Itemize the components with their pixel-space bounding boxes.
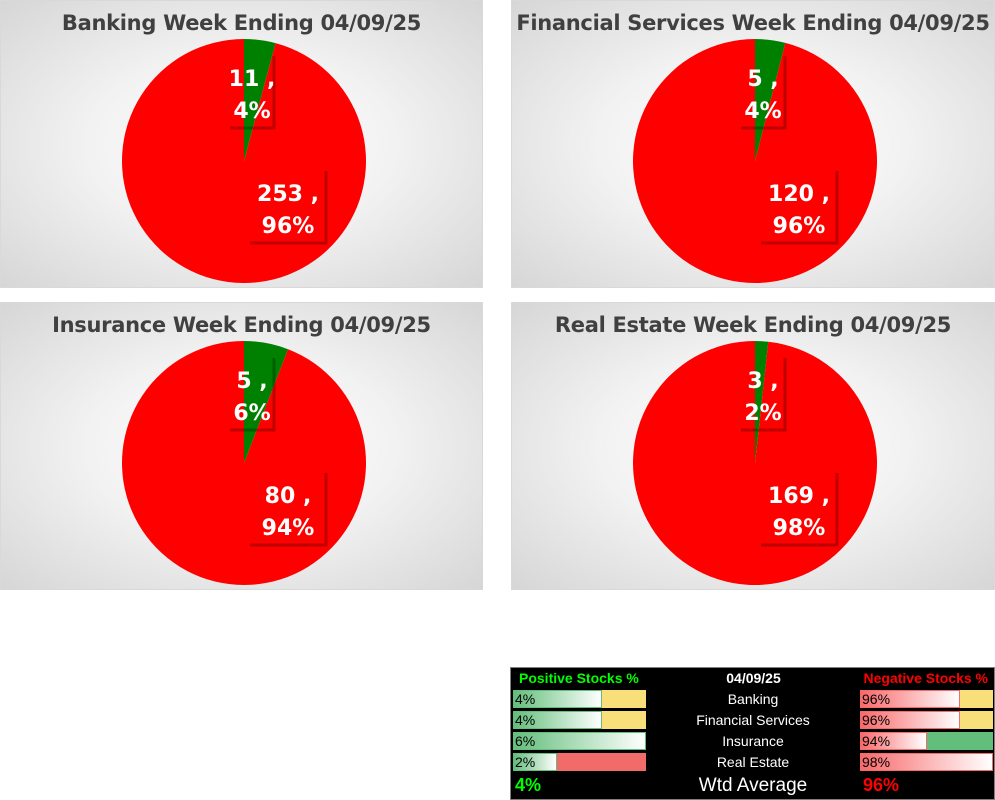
- positive-cell: 2%: [513, 753, 646, 771]
- chart-title: Banking Week Ending 04/09/25: [61, 11, 422, 35]
- data-label-negative: 253 , 96%: [250, 171, 328, 245]
- data-label-count: 3 ,: [747, 369, 778, 394]
- data-label-positive: 11 , 4%: [229, 56, 276, 130]
- negative-cell: 96%: [860, 711, 993, 729]
- positive-cell: 4%: [513, 711, 646, 729]
- average-label: Wtd Average: [698, 775, 808, 796]
- data-label-count: 120 ,: [768, 182, 830, 207]
- chart-panel-banking: Banking Week Ending 04/09/25 11 , 4% 253 ,…: [0, 0, 483, 288]
- pie-slice-negative: [632, 39, 877, 284]
- data-label-positive: 3 ,2%: [741, 358, 787, 432]
- summary-row: 6% Insurance 94%: [511, 732, 994, 752]
- negative-value: 96%: [862, 712, 891, 728]
- data-label-positive: 5 ,6%: [230, 358, 276, 432]
- positive-value: 2%: [515, 754, 536, 770]
- positive-value: 6%: [515, 733, 536, 749]
- negative-value: 98%: [862, 754, 891, 770]
- positive-cell: 4%: [513, 690, 646, 708]
- positive-value: 4%: [515, 712, 536, 728]
- negative-value: 94%: [862, 733, 891, 749]
- positive-databar: [513, 711, 602, 729]
- summary-row: 4% Financial Services 96%: [511, 711, 994, 731]
- positive-value: 4%: [515, 691, 536, 707]
- data-label-count: 169 ,: [768, 484, 830, 509]
- negative-cell: 96%: [860, 690, 993, 708]
- pie-chart: 3 ,2%169 ,98%: [633, 341, 877, 585]
- summary-average-row: 4% Wtd Average 96%: [511, 774, 994, 798]
- positive-header: Positive Stocks %: [519, 670, 639, 686]
- chart-panel-insurance: Insurance Week Ending 04/09/25 5 , 6% 80 ,…: [0, 302, 483, 590]
- data-label-count: 5 ,: [747, 67, 778, 92]
- data-label-percent: 4%: [744, 99, 781, 124]
- category-name: Financial Services: [696, 712, 810, 728]
- data-label-count: 5 ,: [236, 369, 267, 394]
- data-label-count: 253 ,: [257, 182, 319, 207]
- pie-slice-positive: [244, 341, 289, 463]
- pie-chart: 5 ,4%120 ,96%: [632, 39, 877, 284]
- data-label-positive: 5 ,4%: [741, 56, 787, 130]
- data-label-negative: 169 , 98%: [761, 473, 839, 547]
- average-negative: 96%: [863, 775, 900, 795]
- summary-header-row: Positive Stocks % 04/09/25 Negative Stoc…: [511, 668, 994, 688]
- negative-cell: 98%: [860, 753, 993, 771]
- positive-databar: [513, 753, 557, 771]
- data-label-count: 80 ,: [265, 484, 312, 509]
- data-label-percent: 2%: [744, 401, 781, 426]
- negative-databar: [860, 690, 960, 708]
- chart-panel-real-estate: Real Estate Week Ending 04/09/25 3 , 2% 16…: [511, 302, 995, 590]
- category-name: Insurance: [722, 733, 784, 749]
- data-label-percent: 96%: [262, 214, 315, 239]
- data-label-percent: 4%: [233, 99, 270, 124]
- pie-slice-negative: [633, 341, 877, 585]
- summary-row: 2% Real Estate 98%: [511, 753, 994, 773]
- chart-title: Real Estate Week Ending 04/09/25: [554, 313, 952, 337]
- negative-header: Negative Stocks %: [863, 670, 989, 686]
- chart-title: Financial Services Week Ending 04/09/25: [516, 11, 990, 35]
- negative-value: 96%: [862, 691, 891, 707]
- negative-databar: [860, 732, 927, 750]
- date-header: 04/09/25: [726, 670, 781, 686]
- summary-row: 4% Banking 96%: [511, 690, 994, 710]
- positive-databar: [513, 690, 602, 708]
- average-positive: 4%: [515, 775, 542, 795]
- chart-panel-financial-services: Financial Services Week Ending 04/09/25 …: [511, 0, 995, 288]
- summary-table: Positive Stocks % 04/09/25 Negative Stoc…: [510, 667, 995, 800]
- data-label-count: 11 ,: [229, 67, 276, 92]
- pie-chart: 11 , 4% 253 , 96%: [121, 39, 366, 283]
- pie-slice-positive: [755, 39, 786, 161]
- positive-databar: [513, 732, 646, 750]
- category-name: Banking: [727, 691, 779, 707]
- chart-title: Insurance Week Ending 04/09/25: [52, 313, 431, 337]
- pie-slice-negative: [121, 39, 366, 283]
- category-name: Real Estate: [716, 754, 790, 770]
- pie-slice-positive: [755, 341, 769, 463]
- pie-chart: 5 ,6%80 ,94%: [121, 341, 366, 585]
- data-label-percent: 6%: [233, 401, 270, 426]
- pie-slice-positive: [244, 39, 276, 161]
- negative-cell: 94%: [860, 732, 993, 750]
- data-label-percent: 96%: [773, 214, 826, 239]
- negative-databar: [860, 711, 960, 729]
- pie-slice-negative: [121, 341, 366, 585]
- data-label-negative: 120 , 96%: [761, 171, 839, 245]
- data-label-negative: 80 , 94%: [250, 473, 328, 547]
- data-label-percent: 98%: [773, 516, 826, 541]
- negative-databar: [860, 753, 993, 771]
- data-label-percent: 94%: [262, 516, 315, 541]
- positive-cell: 6%: [513, 732, 646, 750]
